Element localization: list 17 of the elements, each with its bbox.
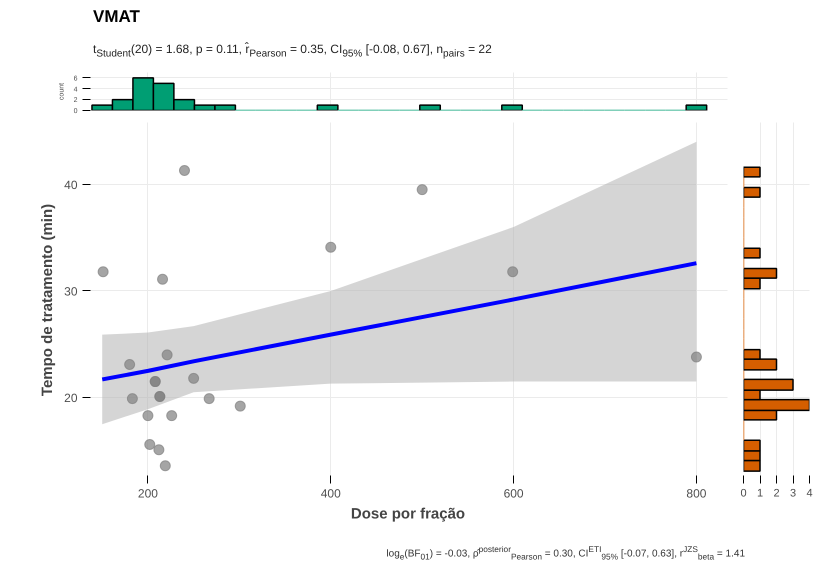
x-tick-label: 800 <box>686 486 707 500</box>
x-tick-label: 0 <box>740 488 747 500</box>
text: t$_{Student}$(20) = 1.68, p = 0.11, r̂$_{Pearson}$ = 0.35, CI$_{95%}$ [-0.08, 0.67], n$_{pairs}$ = 22 <box>93 42 492 60</box>
x-tick-label: 1 <box>756 488 764 500</box>
x-tick-label: 400 <box>320 486 342 500</box>
chart-title: VMAT <box>93 6 140 28</box>
x-axis-title: Dose por fração <box>350 506 466 522</box>
x-tick-label: 200 <box>138 486 158 500</box>
x-tick-label: 2 <box>773 488 780 500</box>
text: log$_{e}$(BF$_{01}$) = -0.03, ρ̂$^{posterior}$$_{Pearson}$ = 0.30, CI$^{ETI}$$_{95%}$ [-0.07, 0.63], r$^{JZS}$$_{beta}$ = 1.41 <box>386 544 745 562</box>
y-tick-label: 20 <box>64 391 78 406</box>
y-axis-title: Tempo de tratamento (min) <box>39 204 56 396</box>
x-tick-label: 600 <box>504 486 524 500</box>
y-tick-label: 40 <box>64 178 78 192</box>
x-tick-label: 4 <box>806 488 813 500</box>
x-tick-label: 3 <box>790 488 796 500</box>
y-tick-label: 30 <box>64 284 78 298</box>
